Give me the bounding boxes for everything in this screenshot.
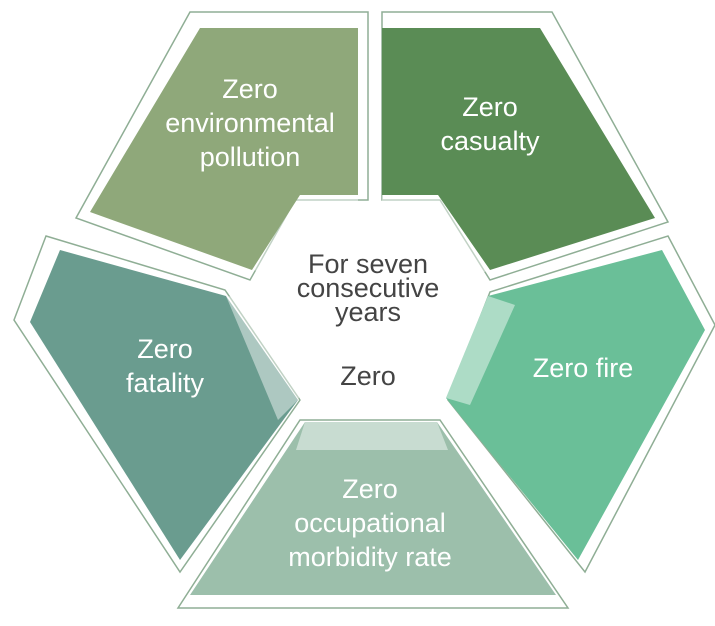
label-line: occupational	[294, 508, 446, 538]
caption-line: years	[335, 297, 401, 327]
label-line: casualty	[440, 126, 540, 156]
segment-label: Zero occupational morbidity rate	[288, 474, 452, 572]
center-hexagon	[262, 228, 470, 412]
band	[296, 422, 448, 450]
segment	[90, 28, 358, 270]
caption-line: consecutive	[297, 273, 440, 303]
segment-label: Zero fire	[533, 353, 634, 383]
label-line: morbidity rate	[288, 542, 452, 572]
segment	[30, 250, 298, 560]
segment-label: Zero environmental pollution	[165, 74, 335, 172]
band	[382, 195, 490, 282]
center: For seven consecutive years Zero	[297, 249, 440, 391]
label-line: Zero	[137, 334, 193, 364]
center-title: Zero	[340, 361, 396, 391]
label-line: fatality	[126, 368, 205, 398]
label-line: Zero	[342, 474, 398, 504]
segment	[382, 28, 655, 270]
label-line: environmental	[165, 108, 335, 138]
segment	[446, 250, 705, 560]
label-line: Zero fire	[533, 353, 634, 383]
label-line: Zero	[222, 74, 278, 104]
inner-bands	[226, 195, 515, 450]
label-line: pollution	[200, 142, 301, 172]
segment-label: Zero fatality	[126, 334, 205, 398]
label-line: Zero	[462, 92, 518, 122]
band	[252, 195, 358, 275]
band	[446, 296, 515, 405]
segment-label: Zero casualty	[440, 92, 540, 156]
center-caption: For seven consecutive years	[297, 249, 440, 327]
caption-line: For seven	[308, 249, 428, 279]
segment	[190, 422, 556, 595]
band	[226, 296, 300, 420]
